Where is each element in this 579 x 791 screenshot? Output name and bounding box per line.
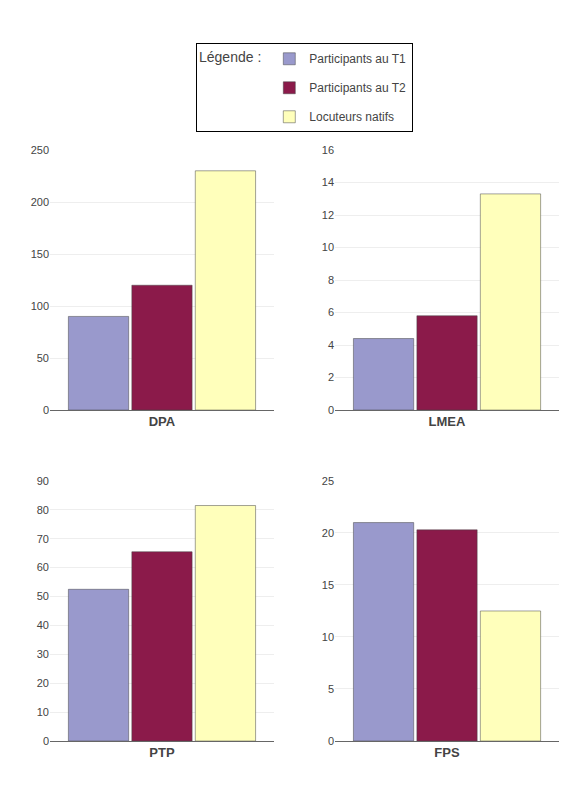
svg-text:0: 0	[328, 735, 334, 747]
svg-text:4: 4	[328, 339, 334, 351]
svg-text:DPA: DPA	[149, 414, 176, 429]
svg-text:FPS: FPS	[434, 745, 460, 760]
svg-text:2: 2	[328, 371, 334, 383]
svg-text:15: 15	[322, 579, 334, 591]
svg-text:12: 12	[322, 209, 334, 221]
svg-text:60: 60	[37, 561, 49, 573]
svg-text:0: 0	[43, 735, 49, 747]
svg-text:0: 0	[328, 404, 334, 416]
svg-text:10: 10	[322, 241, 334, 253]
svg-text:Légende :: Légende :	[199, 49, 261, 65]
svg-text:50: 50	[37, 352, 49, 364]
svg-text:LMEA: LMEA	[429, 414, 466, 429]
svg-text:150: 150	[31, 248, 49, 260]
svg-text:14: 14	[322, 176, 334, 188]
svg-text:0: 0	[43, 404, 49, 416]
svg-text:20: 20	[322, 527, 334, 539]
svg-text:8: 8	[328, 274, 334, 286]
svg-text:5: 5	[328, 683, 334, 695]
svg-text:10: 10	[37, 706, 49, 718]
svg-text:10: 10	[322, 631, 334, 643]
svg-text:40: 40	[37, 619, 49, 631]
svg-text:70: 70	[37, 533, 49, 545]
svg-text:20: 20	[37, 677, 49, 689]
svg-text:Participants au T1: Participants au T1	[309, 52, 406, 66]
svg-text:30: 30	[37, 648, 49, 660]
svg-text:50: 50	[37, 590, 49, 602]
svg-text:PTP: PTP	[149, 745, 175, 760]
svg-text:Locuteurs natifs: Locuteurs natifs	[309, 110, 394, 124]
svg-text:16: 16	[322, 144, 334, 156]
svg-text:200: 200	[31, 196, 49, 208]
svg-text:6: 6	[328, 306, 334, 318]
svg-text:100: 100	[31, 300, 49, 312]
svg-text:250: 250	[31, 144, 49, 156]
svg-text:90: 90	[37, 475, 49, 487]
svg-text:80: 80	[37, 504, 49, 516]
svg-text:25: 25	[322, 475, 334, 487]
svg-text:Participants au T2: Participants au T2	[309, 81, 406, 95]
